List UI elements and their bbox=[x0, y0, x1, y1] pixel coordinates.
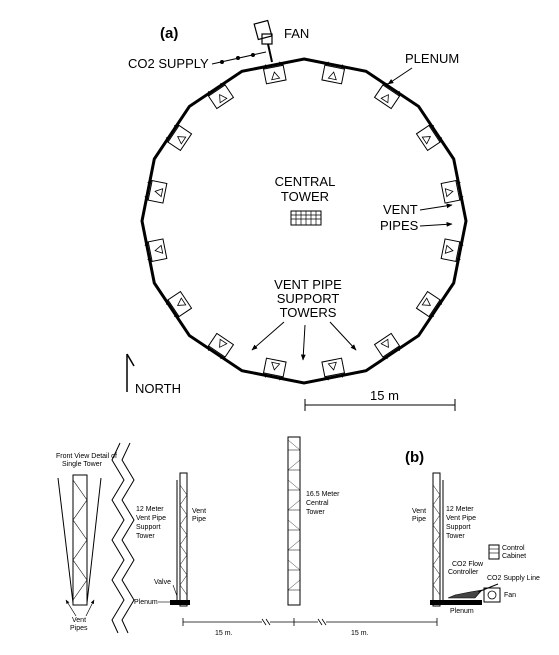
valve-arrow bbox=[172, 584, 178, 597]
vent-pipes-label-2: PIPES bbox=[380, 218, 419, 233]
right-vent-label-2: Pipe bbox=[412, 516, 426, 523]
central-tower-b bbox=[287, 436, 301, 606]
scale-label-b-right: 15 m. bbox=[351, 630, 369, 637]
scale-label-b-left: 15 m. bbox=[215, 630, 233, 637]
fan-b-label: Fan bbox=[504, 592, 516, 599]
fan-label: FAN bbox=[284, 26, 309, 41]
vent-pipes-arrow-1 bbox=[419, 203, 453, 211]
right-support-tower bbox=[430, 472, 482, 607]
front-view-label-2: Single Tower bbox=[62, 461, 103, 468]
vent-pipe-station bbox=[415, 124, 443, 152]
support-towers-label-1: VENT PIPE bbox=[274, 277, 342, 292]
fan-icon bbox=[253, 19, 273, 63]
right-tower-label-2: Vent Pipe bbox=[446, 515, 476, 522]
right-tower-label-3: Support bbox=[446, 524, 471, 531]
left-vent-label-2: Pipe bbox=[192, 516, 206, 523]
vent-pipe-station bbox=[440, 238, 464, 263]
vent-pipes-label-1: VENT bbox=[383, 202, 418, 217]
left-tower-label-1: 12 Meter bbox=[136, 506, 164, 513]
front-vent-arrow-1 bbox=[65, 599, 77, 617]
left-tower-label-3: Support bbox=[136, 524, 161, 531]
break-line-2 bbox=[121, 442, 135, 634]
front-view-vent-label-2: Pipes bbox=[70, 625, 88, 632]
control-cabinet-label-1: Control bbox=[502, 545, 525, 552]
right-tower-label-1: 12 Meter bbox=[446, 506, 474, 513]
vent-pipe-station bbox=[207, 332, 235, 360]
vent-pipe-station bbox=[165, 124, 193, 152]
vent-pipe-station bbox=[321, 61, 346, 85]
front-view-vent-label-1: Vent bbox=[72, 617, 86, 624]
scale-bar-a bbox=[304, 399, 456, 411]
plenum-ring bbox=[140, 57, 468, 385]
central-tower-b-label-2: Central bbox=[306, 500, 329, 507]
plenum-arrow bbox=[387, 67, 413, 85]
right-tower-label-4: Tower bbox=[446, 533, 465, 540]
vent-pipe-station bbox=[373, 332, 401, 360]
vent-pipe-station bbox=[262, 357, 287, 381]
central-tower-label-1: CENTRAL bbox=[275, 174, 336, 189]
support-arrow-right bbox=[329, 321, 357, 351]
break-line-1 bbox=[111, 442, 125, 634]
co2-supply-line bbox=[211, 51, 267, 65]
co2-supply-label: CO2 SUPPLY bbox=[128, 56, 209, 71]
scale-bar-b bbox=[182, 618, 438, 626]
control-cabinet-label-2: Cabinet bbox=[502, 553, 526, 560]
left-support-tower bbox=[170, 472, 190, 607]
valve-label: Valve bbox=[154, 579, 171, 586]
front-vent-arrow-2 bbox=[85, 599, 95, 617]
left-tower-label-2: Vent Pipe bbox=[136, 515, 166, 522]
north-arrow-icon bbox=[126, 353, 135, 392]
support-arrow-mid bbox=[300, 324, 306, 361]
plenum-polygon bbox=[140, 57, 468, 385]
support-arrow-left bbox=[251, 321, 285, 351]
vent-pipe-station bbox=[415, 290, 443, 318]
right-plenum-label: Plenum bbox=[450, 608, 474, 615]
support-towers-label-2: SUPPORT bbox=[277, 291, 340, 306]
central-tower-icon bbox=[290, 210, 322, 226]
north-label: NORTH bbox=[135, 381, 181, 396]
central-tower-label-2: TOWER bbox=[281, 189, 329, 204]
vent-pipe-station bbox=[144, 179, 168, 204]
vent-pipe-station bbox=[321, 357, 346, 381]
vent-pipe-station bbox=[440, 179, 464, 204]
plenum-label: PLENUM bbox=[405, 51, 459, 66]
vent-pipes-arrow-2 bbox=[419, 221, 453, 227]
control-cabinet-icon bbox=[488, 544, 500, 560]
left-tower-label-4: Tower bbox=[136, 533, 155, 540]
vent-pipe-station bbox=[207, 82, 235, 110]
right-vent-label-1: Vent bbox=[412, 508, 426, 515]
vent-pipe-station bbox=[373, 82, 401, 110]
panel-b-label: (b) bbox=[405, 449, 424, 466]
front-view-tower bbox=[57, 474, 102, 606]
front-view-label-1: Front View Detail of bbox=[56, 453, 117, 460]
vent-pipe-station bbox=[144, 238, 168, 263]
support-towers-label-3: TOWERS bbox=[280, 305, 337, 320]
co2-supply-line-label: CO2 Supply Line bbox=[487, 575, 540, 582]
left-plenum-label: Plenum bbox=[134, 599, 158, 606]
left-vent-label-1: Vent bbox=[192, 508, 206, 515]
co2-flow-label-2: Controller bbox=[448, 569, 479, 576]
fan-b-icon bbox=[483, 587, 501, 603]
vent-pipe-station bbox=[262, 61, 287, 85]
scale-label-a: 15 m bbox=[370, 388, 399, 403]
central-tower-b-label-3: Tower bbox=[306, 509, 325, 516]
central-tower-b-label-1: 16.5 Meter bbox=[306, 491, 340, 498]
co2-flow-label-1: CO2 Flow bbox=[452, 561, 484, 568]
panel-a-label: (a) bbox=[160, 25, 178, 42]
vent-pipe-station bbox=[165, 290, 193, 318]
